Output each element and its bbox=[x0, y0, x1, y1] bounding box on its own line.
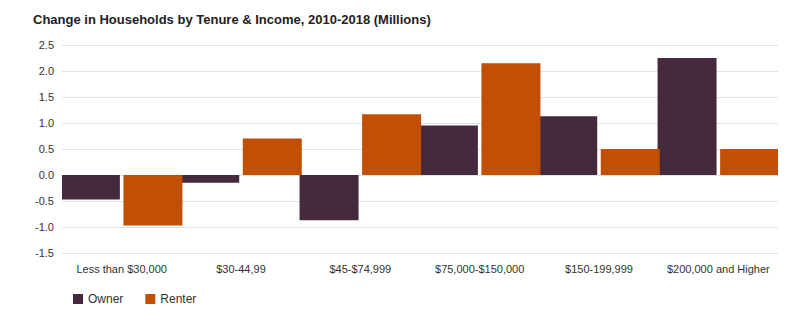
svg-text:Less than $30,000: Less than $30,000 bbox=[76, 263, 167, 275]
svg-text:-0.5: -0.5 bbox=[35, 195, 54, 207]
svg-text:Change in Households by Tenure: Change in Households by Tenure & Income,… bbox=[33, 12, 431, 27]
svg-text:1.5: 1.5 bbox=[39, 91, 54, 103]
svg-text:0.0: 0.0 bbox=[39, 169, 54, 181]
svg-text:Owner: Owner bbox=[88, 292, 123, 306]
svg-text:$45-$74,999: $45-$74,999 bbox=[329, 263, 391, 275]
svg-text:2.5: 2.5 bbox=[39, 39, 54, 51]
svg-text:$200,000 and Higher: $200,000 and Higher bbox=[667, 263, 770, 275]
svg-text:$75,000-$150,000: $75,000-$150,000 bbox=[435, 263, 524, 275]
svg-text:$150-199,999: $150-199,999 bbox=[565, 263, 633, 275]
svg-text:-1.0: -1.0 bbox=[35, 221, 54, 233]
svg-text:$30-44,99: $30-44,99 bbox=[216, 263, 266, 275]
svg-text:-1.5: -1.5 bbox=[35, 247, 54, 259]
svg-text:1.0: 1.0 bbox=[39, 117, 54, 129]
svg-text:Renter: Renter bbox=[160, 292, 196, 306]
svg-text:0.5: 0.5 bbox=[39, 143, 54, 155]
svg-text:2.0: 2.0 bbox=[39, 65, 54, 77]
